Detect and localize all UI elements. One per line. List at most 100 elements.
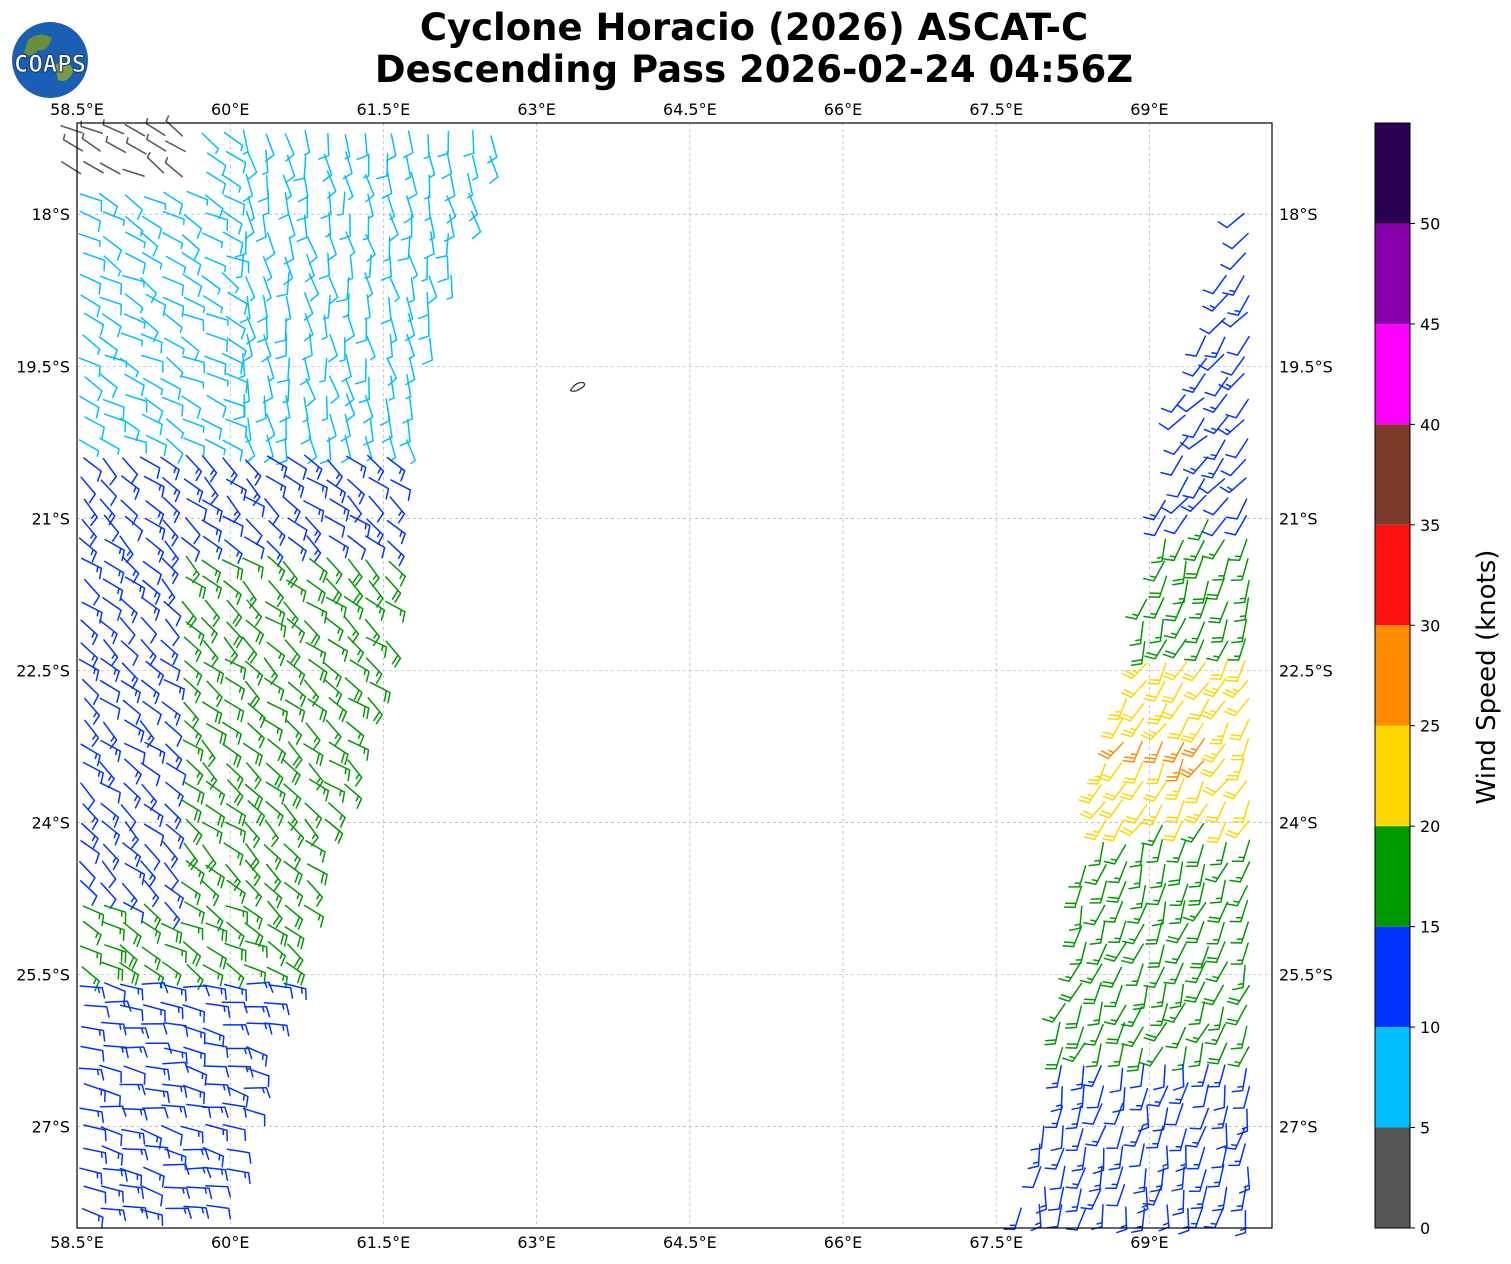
wind-barb [348,697,370,720]
wind-barb [306,863,328,886]
wind-barb [1197,353,1225,371]
wind-barb [182,273,203,298]
wind-barb [1150,863,1166,889]
wind-barb [1234,1209,1247,1237]
wind-barb [141,252,163,270]
wind-barb [160,1001,184,1020]
wind-barb [60,125,83,134]
wind-barb [329,759,351,782]
wind-barb [80,880,98,906]
wind-barb [1063,885,1083,908]
wind-barb [1225,438,1249,459]
wind-barb [82,761,104,784]
wind-barb [201,519,222,543]
wind-barb [1202,677,1227,698]
wind-barb [242,1107,266,1127]
wind-barb [305,722,321,750]
wind-barb [162,276,185,297]
wind-barb [1227,638,1247,661]
wind-barb [1146,883,1167,906]
wind-barb [164,540,180,569]
wind-barb [78,537,98,563]
wind-barb [1162,638,1187,659]
wind-barb [1167,718,1189,740]
wind-barb [163,1047,188,1065]
wind-barb [1142,1183,1163,1206]
wind-barb [226,921,245,947]
wind-barb [163,984,187,1002]
wind-barb [181,537,201,562]
wind-barb [224,539,243,565]
wind-barb [308,778,330,802]
wind-barb [421,337,434,365]
wind-barb [297,174,309,203]
wind-barb [144,741,166,764]
wind-barb [303,313,314,342]
colorbar-tick-label: 50 [1420,214,1440,233]
wind-barb [367,697,383,725]
wind-barb [1106,1126,1124,1150]
wind-barb [1185,920,1205,944]
lat-tick-label: 18°S [1279,205,1318,224]
colorbar-bin [1375,625,1410,726]
wind-barb [1119,818,1146,837]
wind-barb [227,779,244,807]
wind-barb [407,171,418,201]
wind-barb [186,1186,213,1200]
wind-barb [283,759,301,786]
wind-barb [166,356,184,378]
wind-barb [182,1084,206,1105]
wind-barb [1103,1004,1127,1026]
wind-barb [347,535,367,560]
wind-barb [205,1184,232,1198]
wind-barb [1207,1064,1226,1088]
wind-barb [206,171,227,195]
wind-barb [206,1204,232,1220]
wind-barb [1089,880,1108,904]
wind-barb [1107,1043,1125,1067]
wind-barb [123,922,142,948]
wind-barb [162,519,179,547]
wind-barb [1182,478,1206,499]
wind-barb [1230,942,1249,965]
wind-barb [84,1004,110,1018]
wind-barb [1180,494,1207,513]
wind-barb [1147,944,1165,969]
wind-barb [1100,966,1123,988]
wind-barb [1097,741,1124,760]
wind-barb [303,743,324,767]
wind-barb [1119,702,1145,722]
wind-barb [102,457,118,486]
wind-barb [124,758,142,785]
wind-barb [183,1025,206,1045]
wind-barb [101,820,121,846]
wind-barb [1145,921,1163,945]
wind-barb [265,781,286,805]
wind-barb [162,1083,188,1098]
wind-barb [124,515,144,542]
lat-tick-label: 27°S [31,1118,70,1137]
wind-barb [183,636,202,663]
wind-barb [346,455,367,479]
wind-barb [1129,621,1144,647]
wind-barb [221,721,242,745]
wind-barb [204,438,226,456]
wind-barb [1209,879,1226,904]
wind-barb [82,803,99,831]
wind-barb [1207,901,1229,924]
wind-barb [1185,1023,1210,1044]
island-coastline [569,381,586,392]
wind-barb [185,818,203,846]
wind-barb [255,395,267,423]
wind-barb [124,742,146,765]
wind-barb [182,1004,205,1023]
wind-barb [100,1207,127,1222]
wind-barb [122,699,142,725]
wind-barb [1202,294,1229,312]
lon-tick-label: 69°E [1130,100,1168,119]
wind-barb [1058,961,1082,983]
wind-barb [342,151,353,180]
wind-barb [1142,741,1163,764]
wind-barb [102,921,125,942]
wind-barb [287,213,296,239]
